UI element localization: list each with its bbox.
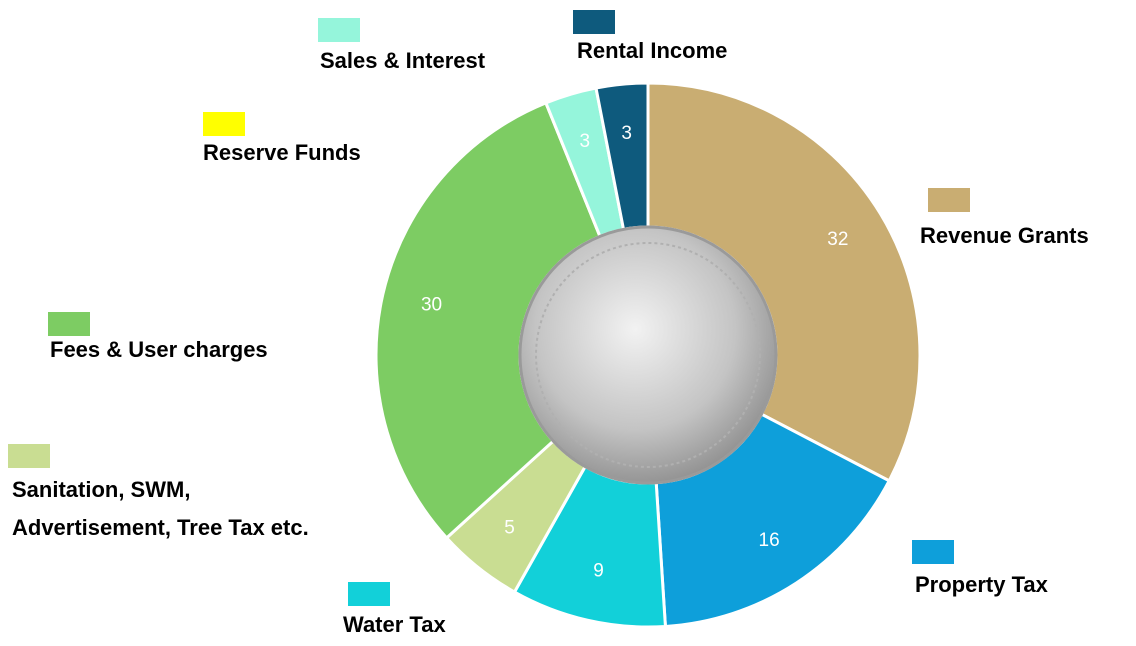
legend-label: Revenue Grants: [920, 223, 1089, 248]
data-label: 16: [759, 530, 780, 551]
data-label: 5: [504, 518, 515, 539]
data-label: 3: [580, 131, 591, 152]
legend-swatch: [203, 112, 245, 136]
legend-label: Fees & User charges: [50, 337, 268, 362]
legend-label: Sanitation, SWM,Advertisement, Tree Tax …: [12, 477, 309, 540]
legend-label: Property Tax: [915, 572, 1049, 597]
data-label: 9: [593, 560, 604, 581]
data-label: 32: [827, 229, 848, 250]
legend-label: Sales & Interest: [320, 48, 486, 73]
legend-swatch: [928, 188, 970, 212]
legend-swatch: [573, 10, 615, 34]
legend-swatch: [348, 582, 390, 606]
coin-image: [520, 227, 776, 483]
legend-swatch: [8, 444, 50, 468]
legend-label: Water Tax: [343, 612, 446, 637]
chart: 32 Revenue Grants 16 Property Tax 9 Water Tax…: [0, 0, 1136, 646]
data-label: 3: [621, 123, 632, 144]
legend-label: Rental Income: [577, 38, 727, 63]
legend-label: Reserve Funds: [203, 140, 361, 165]
data-label: 30: [421, 295, 442, 316]
legend-swatch: [912, 540, 954, 564]
legend-swatch: [318, 18, 360, 42]
legend-swatch: [48, 312, 90, 336]
